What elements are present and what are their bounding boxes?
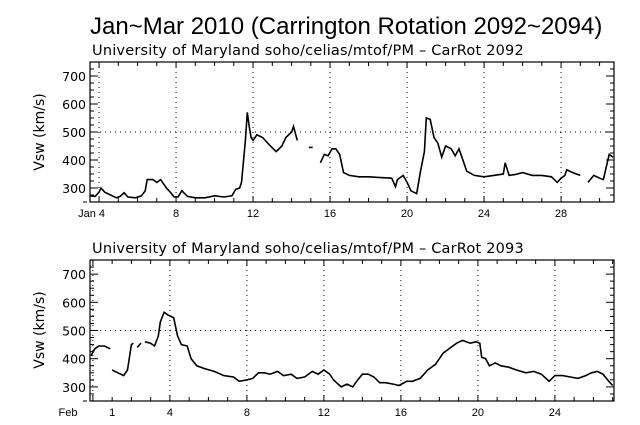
x-tick-label: 1: [109, 407, 115, 419]
y-axis-label: Vsw (km/s): [32, 291, 48, 368]
panel-subtitle: University of Maryland soho/celias/mtof/…: [92, 241, 524, 257]
y-tick-label: 300: [62, 380, 86, 395]
data-line: [587, 153, 614, 183]
y-tick-label: 600: [62, 295, 86, 310]
x-tick-label: 20: [472, 407, 484, 419]
x-tick-label: 28: [555, 208, 567, 220]
panel-carrot-2092: University of Maryland soho/celias/mtof/…: [32, 43, 615, 220]
data-line: [111, 342, 134, 377]
data-line: [319, 116, 581, 195]
y-tick-label: 400: [62, 352, 86, 367]
y-tick-label: 300: [62, 181, 86, 196]
y-tick-label: 700: [62, 69, 86, 84]
x-tick-label: 4: [167, 407, 173, 419]
x-tick-label: 16: [324, 208, 336, 220]
x-tick-label: 24: [549, 407, 561, 419]
y-tick-label: 500: [62, 125, 86, 140]
y-tick-label: 400: [62, 153, 86, 168]
x-tick-label: 24: [478, 208, 490, 220]
x-tick-label: Feb: [59, 407, 78, 419]
data-line: [90, 112, 299, 199]
x-tick-label: 20: [401, 208, 413, 220]
panel-carrot-2093: University of Maryland soho/celias/mtof/…: [32, 241, 615, 419]
chart-title: Jan~Mar 2010 (Carrington Rotation 2092~2…: [90, 13, 602, 40]
x-tick-label: 8: [244, 407, 250, 419]
x-tick-label: 12: [247, 208, 259, 220]
x-tick-label: 8: [173, 208, 179, 220]
x-tick-label: 16: [395, 407, 407, 419]
y-tick-label: 500: [62, 324, 86, 339]
panel-subtitle: University of Maryland soho/celias/mtof/…: [92, 43, 524, 59]
y-tick-label: 700: [62, 267, 86, 282]
y-tick-label: 600: [62, 97, 86, 112]
y-axis-label: Vsw (km/s): [32, 93, 48, 170]
data-line: [90, 345, 111, 357]
data-line: [144, 310, 614, 388]
x-tick-label: Jan 4: [78, 208, 105, 220]
x-tick-label: 12: [318, 407, 330, 419]
data-line: [136, 342, 142, 348]
